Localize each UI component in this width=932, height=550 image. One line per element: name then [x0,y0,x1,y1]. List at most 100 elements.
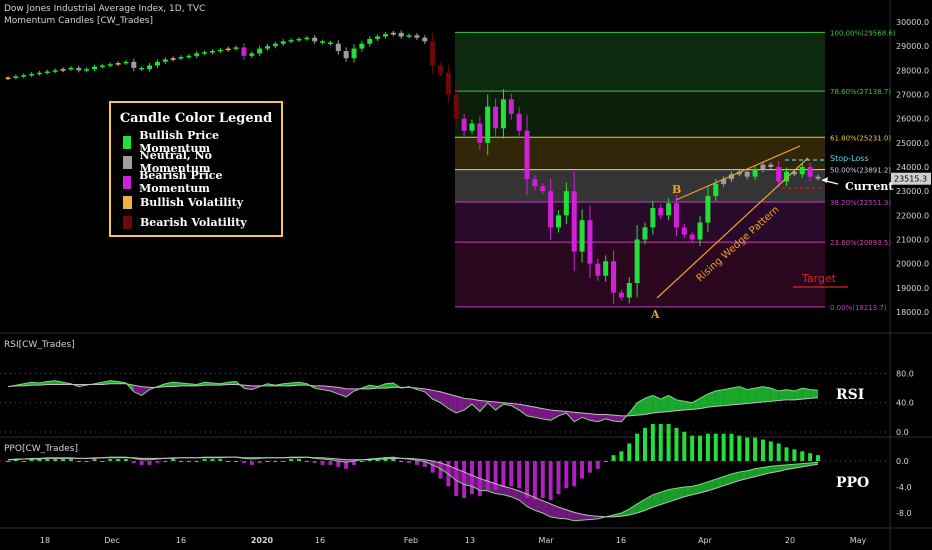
ppo-fill-segment [684,486,693,497]
rsi-fill-segment [314,385,323,390]
ppo-histogram-bar [61,459,66,461]
price-tick-label: 20000.0 [896,260,929,269]
rsi-fill-segment [676,399,685,411]
rsi-fill-segment [668,395,677,412]
ppo-histogram-bar [108,459,113,461]
rsi-fill-segment [141,386,150,396]
candle-body [225,48,231,51]
candle-body [587,220,593,264]
candle-body [84,69,90,71]
legend-swatch [123,135,132,149]
candle-body [705,196,711,223]
candle-body [209,51,215,53]
ppo-tick-label: -8.0 [896,509,912,518]
legend-swatch [123,175,132,189]
candle-body [681,227,687,235]
rsi-fill-segment [802,388,811,400]
ppo-histogram-bar [273,461,278,462]
rsi-fill-segment [424,388,433,400]
fib-zone [455,32,825,92]
ppo-fill-segment [707,479,716,491]
ppo-fill-segment [503,486,512,497]
rsi-fill-segment [707,391,716,408]
ppo-fill-segment [621,509,630,517]
candle-body [123,61,129,64]
candle-body [217,49,223,52]
candle-body [595,263,601,276]
ppo-histogram-bar [76,461,81,462]
x-tick-label: May [850,536,867,545]
ppo-histogram-bar [548,461,553,500]
rsi-title: RSI [836,387,864,403]
ppo-fill-segment [495,483,504,495]
ppo-fill-segment [456,468,465,485]
ppo-histogram-bar [666,423,671,461]
candle-color-legend: Candle Color Legend Bullish Price Moment… [109,101,283,237]
candle-body [445,72,451,95]
legend-item-bullish-volatility: Bullish Volatility [111,192,281,212]
x-tick-label: Dec [104,536,119,545]
ppo-histogram-bar [312,461,317,463]
current-label: Current [845,180,894,193]
candle-body [540,186,546,192]
legend-swatch [123,155,132,169]
candle-body [99,65,105,67]
rsi-fill-segment [464,398,472,411]
ppo-fill-segment [700,481,708,493]
price-tick-label: 30000.0 [896,18,929,27]
ppo-tick-label: 0.0 [896,457,909,466]
candle-body [265,46,271,49]
rsi-fill-segment [770,388,779,402]
rsi-fill-segment [550,410,559,421]
x-tick-label: 18 [40,536,50,545]
ppo-histogram-bar [627,443,632,461]
candle-body [776,167,782,182]
candle-body [799,167,805,175]
rsi-fill-segment [692,398,701,410]
current-arrow-head [822,177,828,183]
candle-body [154,61,160,66]
candle-body [548,191,554,228]
candle-body [532,179,538,187]
candle-body [642,227,648,240]
candle-body [382,34,388,37]
ppo-histogram-bar [194,461,199,462]
ppo-histogram-bar [155,461,160,463]
ppo-histogram-bar [721,433,726,461]
ppo-histogram-bar [249,461,254,465]
rsi-fill-segment [810,389,818,399]
ppo-histogram-bar [336,461,341,467]
ppo-histogram-bar [682,431,687,461]
price-tick-label: 27000.0 [896,91,929,100]
candle-body [5,77,11,80]
candle-body [327,42,333,45]
x-tick-label: 20 [785,536,795,545]
ppo-histogram-bar [587,461,592,473]
candle-body [713,183,719,196]
candle-body [288,40,294,42]
x-tick-label: 16 [315,536,325,545]
ppo-histogram-bar [375,459,380,461]
candle-body [60,69,66,71]
price-tick-label: 26000.0 [896,115,929,124]
rsi-fill-segment [652,395,661,413]
ppo-histogram-bar [540,461,545,499]
rsi-fill-segment [534,407,543,419]
ppo-histogram-bar [438,461,443,479]
candle-body [139,67,145,70]
ppo-fill-segment [566,509,575,521]
candle-body [29,73,35,76]
price-tick-label: 21000.0 [896,236,929,245]
wedge-lower-line [656,157,809,299]
rsi-fill-segment [133,385,142,396]
price-tick-label: 24000.0 [896,163,929,172]
ppo-histogram-bar [713,433,718,461]
candle-body [493,106,499,129]
ppo-fill-segment [519,490,528,507]
ppo-fill-segment [550,503,559,519]
x-tick-label: Feb [404,536,418,545]
ppo-histogram-bar [84,461,89,462]
candle-body [485,106,491,143]
